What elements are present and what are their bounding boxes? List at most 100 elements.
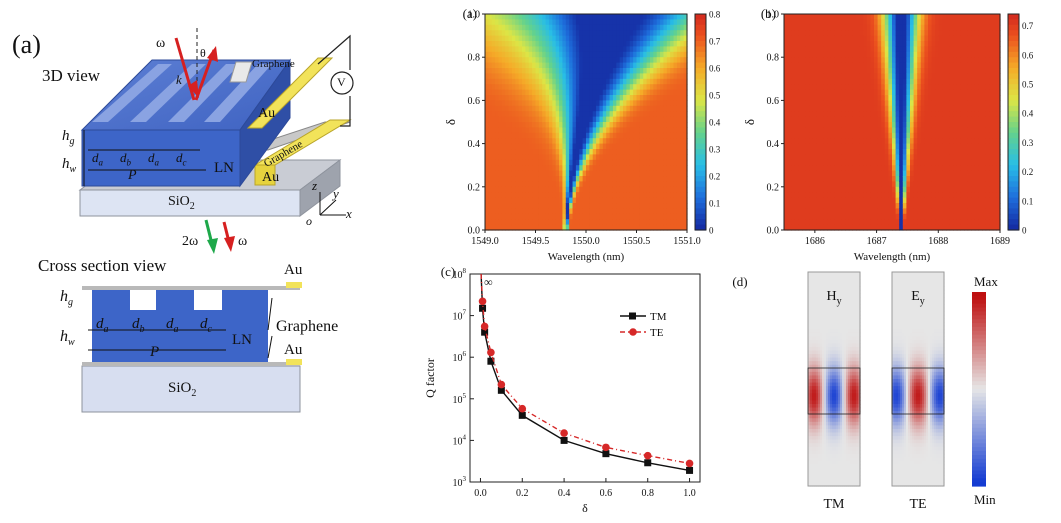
heatmap-cell xyxy=(903,198,907,204)
hw-text: h xyxy=(62,156,70,172)
heatmap-cell xyxy=(986,117,990,123)
heatmap-cell xyxy=(824,46,828,52)
heatmap-cell xyxy=(784,57,788,63)
heatmap-cell xyxy=(978,52,982,58)
heatmap-cell xyxy=(928,138,932,144)
heatmap-cell xyxy=(939,106,943,112)
heatmap-cell xyxy=(939,214,943,220)
heatmap-cell xyxy=(845,219,849,225)
heatmap-cell xyxy=(838,90,842,96)
heatmap-cell xyxy=(831,14,835,20)
heatmap-cell xyxy=(975,41,979,47)
heatmap-cell xyxy=(788,30,792,36)
heatmap-cell xyxy=(798,214,802,220)
heatmap-cell xyxy=(791,46,795,52)
heatmap-cell xyxy=(816,176,820,182)
heatmap-cell xyxy=(802,138,806,144)
heatmap-cell xyxy=(910,198,914,204)
heatmap-cell xyxy=(978,84,982,90)
heatmap-cell xyxy=(809,187,813,193)
heatmap-cell xyxy=(892,90,896,96)
heatmap-cell xyxy=(885,19,889,25)
heatmap-cell xyxy=(827,68,831,74)
heatmap-cell xyxy=(852,84,856,90)
heatmap-cell xyxy=(842,133,846,139)
heatmap-cell xyxy=(849,52,853,58)
heatmap-cell xyxy=(906,63,910,69)
heatmap-cell xyxy=(914,181,918,187)
heatmap-cell xyxy=(993,41,997,47)
heatmap-cell xyxy=(885,41,889,47)
heatmap-cell xyxy=(892,79,896,85)
heatmap-cell xyxy=(964,106,968,112)
heatmap-cell xyxy=(824,95,828,101)
heatmap-cell xyxy=(899,117,903,123)
heatmap-cell xyxy=(906,176,910,182)
heatmap-cell xyxy=(928,160,932,166)
heatmap-cell xyxy=(852,127,856,133)
heatmap-cell xyxy=(885,154,889,160)
heatmap-cell xyxy=(942,52,946,58)
heatmap-cell xyxy=(993,100,997,106)
heatmap-cell xyxy=(831,149,835,155)
heatmap-cell xyxy=(932,171,936,177)
heatmap-cell xyxy=(921,100,925,106)
heatmap-cell xyxy=(849,165,853,171)
heatmap-cell xyxy=(917,154,921,160)
x-tick-label: 1549.0 xyxy=(471,236,499,247)
heatmap-cell xyxy=(888,100,892,106)
heatmap-cell xyxy=(867,187,871,193)
heatmap-cell xyxy=(939,25,943,31)
heatmap-cell xyxy=(881,73,885,79)
heatmap-cell xyxy=(784,192,788,198)
heatmap-cell xyxy=(928,57,932,63)
heatmap-cell xyxy=(860,73,864,79)
heatmap-cell xyxy=(881,100,885,106)
heatmap-cell xyxy=(986,100,990,106)
heatmap-cell xyxy=(935,46,939,52)
heatmap-cell xyxy=(932,25,936,31)
heatmap-cell xyxy=(816,19,820,25)
heatmap-cell xyxy=(964,41,968,47)
heatmap-cell xyxy=(892,181,896,187)
heatmap-cell xyxy=(986,187,990,193)
heatmap-cell xyxy=(842,14,846,20)
heatmap-cell xyxy=(899,127,903,133)
heatmap-cell xyxy=(809,122,813,128)
colorbar-cell xyxy=(695,19,706,25)
heatmap-cell xyxy=(824,181,828,187)
heatmap-cell xyxy=(910,138,914,144)
heatmap-cell xyxy=(971,122,975,128)
heatmap-cell xyxy=(831,219,835,225)
heatmap-cell xyxy=(791,100,795,106)
heatmap-cell xyxy=(885,138,889,144)
heatmap-cell xyxy=(917,106,921,112)
heatmap-cell xyxy=(834,106,838,112)
heatmap-cell xyxy=(806,219,810,225)
heatmap-cell xyxy=(939,165,943,171)
heatmap-cell xyxy=(935,133,939,139)
heatmap-cell xyxy=(978,154,982,160)
heatmap-cell xyxy=(834,79,838,85)
heatmap-cell xyxy=(968,127,972,133)
heatmap-cell xyxy=(834,176,838,182)
heatmap-cell xyxy=(924,144,928,150)
heatmap-cell xyxy=(986,198,990,204)
heatmap-cell xyxy=(784,171,788,177)
heatmap-cell xyxy=(935,127,939,133)
heatmap-cell xyxy=(939,111,943,117)
heatmap-cell xyxy=(971,214,975,220)
heatmap-cell xyxy=(816,73,820,79)
heatmap-cell xyxy=(813,198,817,204)
heatmap-cell xyxy=(975,36,979,42)
heatmap-cell xyxy=(820,100,824,106)
heatmap-cell xyxy=(881,106,885,112)
heatmap-cell xyxy=(892,171,896,177)
heatmap-cell xyxy=(795,144,799,150)
heatmap-cell xyxy=(842,52,846,58)
heatmap-cell xyxy=(942,149,946,155)
heatmap-cell xyxy=(960,111,964,117)
heatmap-cell xyxy=(885,106,889,112)
heatmap-cell xyxy=(838,165,842,171)
